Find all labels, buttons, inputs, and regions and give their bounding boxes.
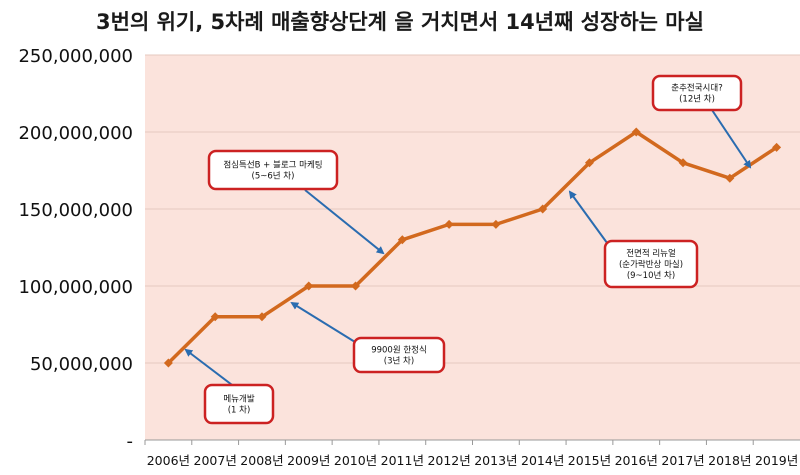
data-point xyxy=(444,219,454,229)
annotation-callout: 점심특선B + 블로그 마케팅(5~6년 차) xyxy=(207,149,385,255)
annotation-callout: 춘추전국시대?(12년 차) xyxy=(651,74,752,169)
x-tick-label: 2008년 xyxy=(240,453,283,468)
y-tick-label: 150,000,000 xyxy=(18,200,133,221)
plot-area xyxy=(145,55,800,440)
x-tick-label: 2009년 xyxy=(287,453,330,468)
annotation-callout: 전면적 리뉴얼(순가락반상 마실)(9~10년 차) xyxy=(568,190,699,289)
data-point xyxy=(772,142,782,152)
y-tick-label: 250,000,000 xyxy=(18,46,133,67)
y-tick-label: - xyxy=(127,431,134,452)
annotation-box xyxy=(203,383,275,425)
data-point xyxy=(631,127,641,137)
annotation-text: (5~6년 차) xyxy=(252,171,295,182)
annotation-arrow xyxy=(568,190,611,248)
data-point xyxy=(678,158,688,168)
annotation-text: (9~10년 차) xyxy=(627,270,675,281)
annotation-text: (1 차) xyxy=(228,406,251,416)
x-tick-label: 2013년 xyxy=(474,453,517,468)
annotation-text: 전면적 리뉴얼 xyxy=(626,248,676,259)
data-point xyxy=(163,358,173,368)
x-tick-label: 2019년 xyxy=(755,453,798,468)
annotation-text: 점심특선B + 블로그 마케팅 xyxy=(223,160,322,171)
data-point xyxy=(257,312,267,322)
data-series xyxy=(163,127,782,368)
annotation-box xyxy=(603,239,699,289)
annotation-text: 9900원 한정식 xyxy=(371,345,427,356)
annotation-callout: 9900원 한정식(3년 차) xyxy=(290,301,446,374)
annotation-text: (3년 차) xyxy=(384,356,414,367)
y-tick-label: 50,000,000 xyxy=(30,354,133,375)
x-tick-label: 2007년 xyxy=(194,453,237,468)
data-point xyxy=(491,219,501,229)
data-point xyxy=(397,235,407,245)
annotation-text: 메뉴개발 xyxy=(223,394,254,405)
annotation-arrow xyxy=(304,189,385,255)
annotation-box xyxy=(352,336,446,374)
annotation-box xyxy=(207,149,339,191)
x-tick-label: 2006년 xyxy=(147,453,190,468)
annotation-callout: 메뉴개발(1 차) xyxy=(184,348,275,425)
gridlines xyxy=(145,54,800,364)
x-tick-label: 2011년 xyxy=(381,453,424,468)
y-tick-label: 200,000,000 xyxy=(18,123,133,144)
annotation-text: (12년 차) xyxy=(679,94,715,105)
annotation-text: 춘추전국시대? xyxy=(671,83,722,94)
y-tick-label: 100,000,000 xyxy=(18,277,133,298)
x-tick-label: 2015년 xyxy=(568,453,611,468)
x-tick-label: 2016년 xyxy=(615,453,658,468)
data-point xyxy=(210,312,220,322)
annotation-text: (순가락반상 마실) xyxy=(619,259,683,270)
annotation-box xyxy=(651,74,743,112)
annotation-arrow xyxy=(290,301,356,343)
chart-title: 3번의 위기, 5차례 매출향상단계 을 거치면서 14년째 성장하는 마실 xyxy=(96,10,704,34)
data-point xyxy=(725,173,735,183)
series-line xyxy=(167,130,778,365)
x-tick-label: 2010년 xyxy=(334,453,377,468)
data-point xyxy=(538,204,548,214)
x-tick-label: 2012년 xyxy=(427,453,470,468)
x-tick-label: 2018년 xyxy=(708,453,751,468)
data-point xyxy=(351,281,361,291)
x-tick-label: 2014년 xyxy=(521,453,564,468)
data-point xyxy=(584,158,594,168)
data-point xyxy=(304,281,314,291)
x-tick-label: 2017년 xyxy=(661,453,704,468)
annotation-arrow xyxy=(711,109,752,169)
axes: - 50,000,000 100,000,000 150,000,000 200,000… xyxy=(18,46,800,468)
annotations: 메뉴개발(1 차)9900원 한정식(3년 차)점심특선B + 블로그 마케팅(… xyxy=(184,74,752,425)
